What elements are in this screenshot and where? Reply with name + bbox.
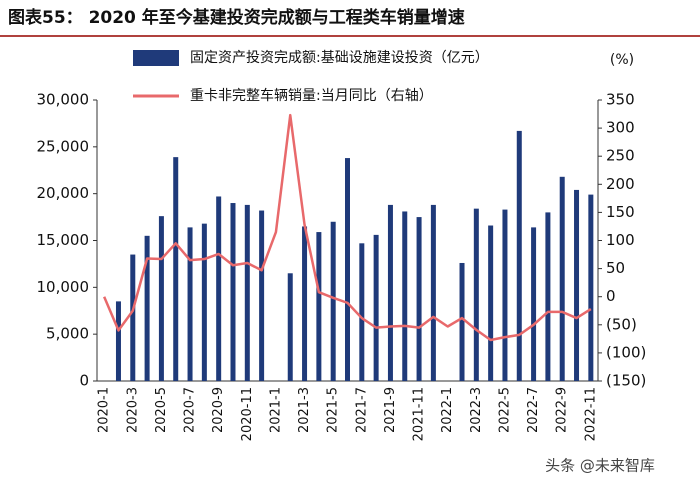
y-tick-label: 15,000	[37, 231, 90, 249]
x-tick-label: 2021-9	[383, 387, 398, 433]
y2-tick-label: 0	[606, 287, 616, 305]
bar	[459, 262, 465, 381]
bar	[359, 243, 365, 381]
bar	[201, 223, 207, 381]
legend-swatch	[133, 50, 179, 66]
x-tick-label: 2022-1	[440, 387, 455, 433]
bar	[373, 234, 379, 381]
bar	[574, 189, 580, 381]
y2-tick-label: (50)	[606, 315, 637, 333]
y2-tick-label: (150)	[606, 372, 646, 390]
bar	[531, 227, 537, 381]
bar	[516, 130, 522, 381]
bar	[402, 211, 408, 381]
bar	[302, 226, 308, 381]
x-tick-label: 2020-3	[125, 387, 140, 433]
bar	[187, 227, 193, 381]
x-tick-label: 2022-11	[583, 387, 598, 441]
bar	[387, 204, 393, 381]
y2-tick-label: 100	[606, 231, 635, 249]
bar	[316, 232, 322, 381]
x-tick-label: 2021-7	[354, 387, 369, 433]
y-tick-label: 5,000	[46, 325, 89, 343]
y-tick-label: 30,000	[37, 91, 90, 109]
x-tick-label: 2020-7	[183, 387, 198, 433]
bar	[430, 204, 436, 381]
x-tick-label: 2021-11	[412, 387, 427, 441]
bar	[173, 157, 179, 381]
bar	[259, 210, 265, 381]
y2-tick-label: (100)	[606, 343, 646, 361]
bar	[115, 301, 121, 381]
y2-tick-label: 350	[606, 91, 635, 109]
y-tick-label: 10,000	[37, 278, 90, 296]
y-tick-label: 20,000	[37, 184, 90, 202]
x-tick-label: 2021-3	[297, 387, 312, 433]
x-tick-label: 2021-5	[326, 387, 341, 433]
x-tick-label: 2020-5	[154, 387, 169, 433]
x-tick-label: 2022-7	[526, 387, 541, 433]
y2-tick-label: 50	[606, 259, 625, 277]
line	[103, 113, 592, 342]
watermark: 头条 @未来智库	[545, 457, 655, 475]
legend-label: 重卡非完整车辆销量:当月同比（右轴）	[190, 87, 433, 104]
bar	[130, 254, 136, 381]
bar	[216, 196, 222, 381]
y-tick-label: 25,000	[37, 137, 90, 155]
bar	[144, 235, 150, 381]
x-tick-label: 2020-9	[211, 387, 226, 433]
legend-label: 固定资产投资完成额:基础设施建设投资（亿元）	[190, 49, 489, 66]
bar	[287, 273, 293, 381]
bar	[244, 204, 250, 381]
bar	[158, 216, 164, 381]
bar	[330, 221, 336, 381]
chart-title: 图表55： 2020 年至今基建投资完成额与工程类车销量增速	[8, 7, 465, 28]
bar	[416, 217, 422, 381]
bar	[502, 209, 508, 381]
x-tick-label: 2022-5	[497, 387, 512, 433]
y-tick-label: 0	[79, 372, 89, 390]
y2-tick-label: 250	[606, 147, 635, 165]
bar	[345, 158, 350, 381]
x-tick-label: 2022-9	[555, 387, 570, 433]
bar	[559, 176, 565, 381]
bar	[473, 208, 479, 381]
x-tick-label: 2021-1	[268, 387, 283, 433]
bar	[588, 194, 594, 381]
bar	[230, 203, 236, 381]
x-tick-label: 2020-1	[97, 387, 112, 433]
y2-tick-label: 150	[606, 203, 635, 221]
x-tick-label: 2020-11	[240, 387, 255, 441]
y2-tick-label: 200	[606, 175, 635, 193]
y2-tick-label: 300	[606, 119, 635, 137]
bar	[545, 212, 551, 381]
y2-unit: (%)	[610, 52, 634, 68]
x-tick-label: 2022-3	[469, 387, 484, 433]
bar	[488, 225, 494, 381]
